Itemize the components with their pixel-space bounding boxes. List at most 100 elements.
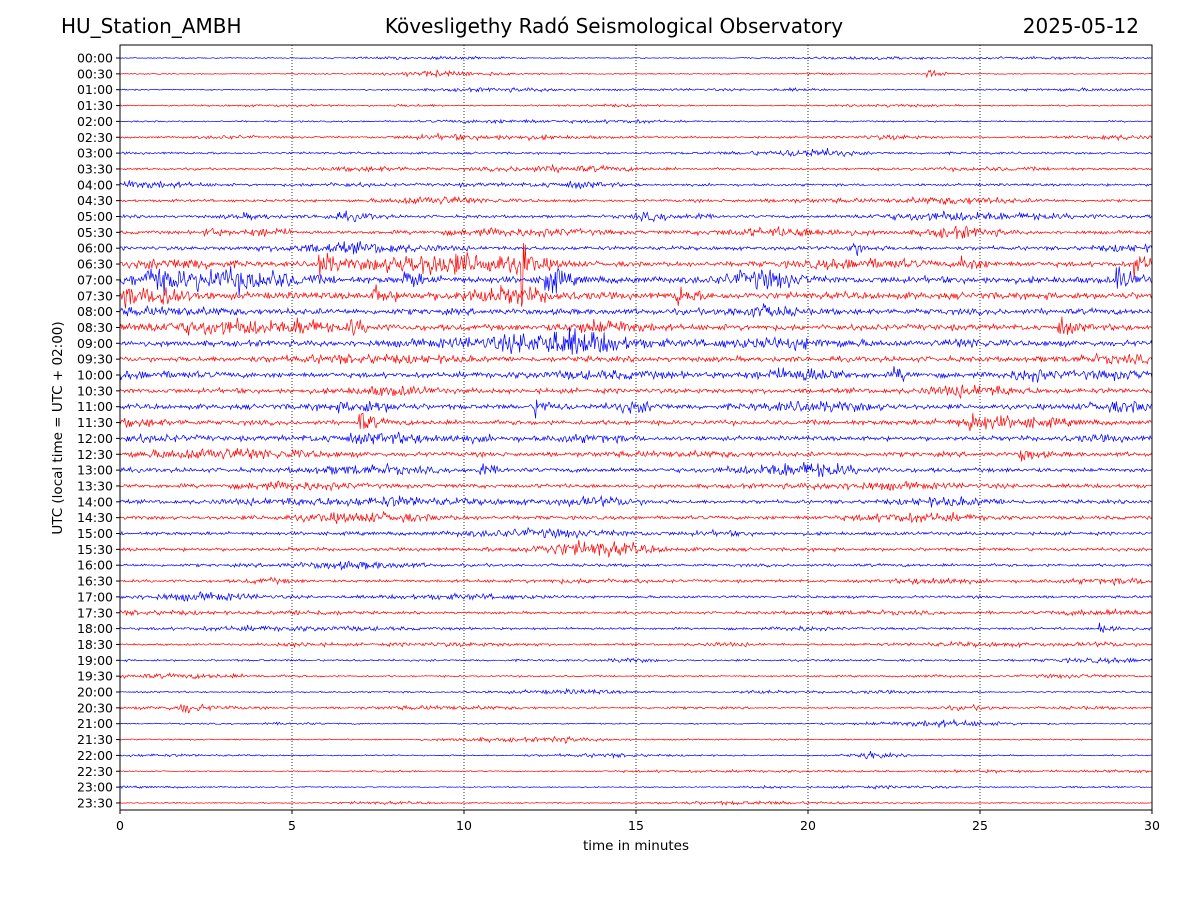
y-tick-label: 09:30 bbox=[77, 352, 113, 367]
y-tick-label: 15:00 bbox=[77, 526, 113, 541]
trace-1830 bbox=[119, 640, 1153, 649]
trace-0900 bbox=[119, 327, 1153, 355]
x-axis-label: time in minutes bbox=[583, 838, 689, 854]
trace-1800 bbox=[119, 622, 1153, 633]
y-tick-label: 06:30 bbox=[77, 257, 113, 272]
trace-1300 bbox=[119, 461, 1153, 478]
y-tick-label: 11:30 bbox=[77, 415, 113, 430]
y-tick-label: 07:30 bbox=[77, 288, 113, 303]
trace-0530 bbox=[119, 225, 1153, 239]
trace-1100 bbox=[119, 399, 1153, 419]
trace-1930 bbox=[119, 672, 1153, 680]
y-tick-label: 14:00 bbox=[77, 494, 113, 509]
trace-0500 bbox=[119, 210, 1153, 223]
trace-1430 bbox=[119, 510, 1153, 524]
trace-1500 bbox=[119, 526, 1153, 539]
trace-0300 bbox=[120, 147, 1153, 158]
y-tick-label: 03:00 bbox=[77, 146, 113, 161]
y-tick-label: 20:30 bbox=[77, 700, 113, 715]
y-tick-label: 19:00 bbox=[77, 653, 113, 668]
trace-0630 bbox=[119, 242, 1153, 307]
trace-1200 bbox=[119, 431, 1153, 446]
y-tick-label: 19:30 bbox=[77, 669, 113, 684]
y-tick-label: 22:30 bbox=[77, 764, 113, 779]
trace-1630 bbox=[119, 576, 1153, 587]
trace-1600 bbox=[119, 560, 1153, 571]
y-tick-label: 16:30 bbox=[77, 574, 113, 589]
x-tick-label: 15 bbox=[628, 818, 644, 833]
y-tick-label: 02:00 bbox=[77, 114, 113, 129]
trace-1730 bbox=[119, 608, 1153, 617]
x-tick-label: 0 bbox=[116, 818, 124, 833]
y-tick-label: 21:00 bbox=[77, 716, 113, 731]
y-tick-label: 21:30 bbox=[77, 732, 113, 747]
y-tick-label: 01:30 bbox=[77, 98, 113, 113]
y-tick-label: 05:00 bbox=[77, 209, 113, 224]
y-tick-label: 02:30 bbox=[77, 130, 113, 145]
y-tick-label: 12:30 bbox=[77, 447, 113, 462]
y-tick-label: 17:30 bbox=[77, 605, 113, 620]
trace-0200 bbox=[120, 118, 1152, 125]
y-tick-label: 06:00 bbox=[77, 241, 113, 256]
y-tick-label: 23:30 bbox=[77, 795, 113, 810]
trace-2100 bbox=[119, 718, 1153, 729]
trace-2130 bbox=[119, 735, 1152, 744]
trace-2000 bbox=[119, 687, 1153, 695]
y-tick-label: 13:30 bbox=[77, 478, 113, 493]
y-tick-label: 22:00 bbox=[77, 748, 113, 763]
trace-0100 bbox=[119, 86, 1153, 93]
y-tick-label: 18:00 bbox=[77, 621, 113, 636]
y-tick-label: 10:00 bbox=[77, 368, 113, 383]
y-axis-label: UTC (local time = UTC + 02:00) bbox=[50, 321, 66, 534]
y-tick-label: 00:30 bbox=[77, 66, 113, 81]
trace-0430 bbox=[119, 196, 1153, 206]
chart-date: 2025-05-12 bbox=[1022, 14, 1139, 38]
trace-1000 bbox=[119, 366, 1153, 383]
trace-0130 bbox=[119, 103, 1153, 108]
trace-1330 bbox=[119, 480, 1153, 492]
trace-0930 bbox=[119, 352, 1153, 365]
trace-0230 bbox=[119, 132, 1153, 142]
trace-0400 bbox=[119, 179, 1153, 190]
trace-1230 bbox=[119, 447, 1153, 462]
trace-0000 bbox=[119, 55, 1152, 61]
trace-0700 bbox=[119, 266, 1153, 297]
trace-2330 bbox=[119, 800, 1153, 806]
y-tick-label: 11:00 bbox=[77, 399, 113, 414]
trace-0600 bbox=[119, 241, 1153, 256]
trace-1130 bbox=[119, 412, 1152, 432]
y-tick-label: 09:00 bbox=[77, 336, 113, 351]
trace-0330 bbox=[119, 163, 1153, 174]
x-tick-label: 5 bbox=[288, 818, 296, 833]
trace-0730 bbox=[119, 284, 1153, 309]
trace-0830 bbox=[119, 316, 1153, 337]
y-tick-label: 15:30 bbox=[77, 542, 113, 557]
axis-layer: 00:0000:3001:0001:3002:0002:3003:0003:30… bbox=[77, 51, 1160, 834]
trace-2230 bbox=[119, 768, 1153, 775]
y-tick-label: 05:30 bbox=[77, 225, 113, 240]
x-tick-label: 20 bbox=[800, 818, 816, 833]
trace-1030 bbox=[119, 384, 1153, 400]
y-tick-label: 23:00 bbox=[77, 780, 113, 795]
y-tick-label: 18:30 bbox=[77, 637, 113, 652]
y-tick-label: 13:00 bbox=[77, 463, 113, 478]
y-tick-label: 16:00 bbox=[77, 558, 113, 573]
grid-layer bbox=[291, 45, 981, 810]
y-tick-label: 01:00 bbox=[77, 82, 113, 97]
y-tick-label: 20:00 bbox=[77, 685, 113, 700]
y-tick-label: 04:00 bbox=[77, 177, 113, 192]
trace-2200 bbox=[119, 751, 1153, 760]
x-tick-label: 10 bbox=[456, 818, 472, 833]
y-tick-label: 00:00 bbox=[77, 51, 113, 66]
x-tick-label: 30 bbox=[1144, 818, 1160, 833]
y-tick-label: 08:00 bbox=[77, 304, 113, 319]
trace-2300 bbox=[119, 784, 1152, 790]
trace-0800 bbox=[119, 303, 1153, 319]
trace-2030 bbox=[119, 703, 1153, 714]
trace-0030 bbox=[119, 69, 1153, 79]
y-tick-label: 17:00 bbox=[77, 589, 113, 604]
trace-1700 bbox=[119, 591, 1153, 602]
y-tick-label: 10:30 bbox=[77, 383, 113, 398]
trace-1530 bbox=[119, 540, 1153, 558]
